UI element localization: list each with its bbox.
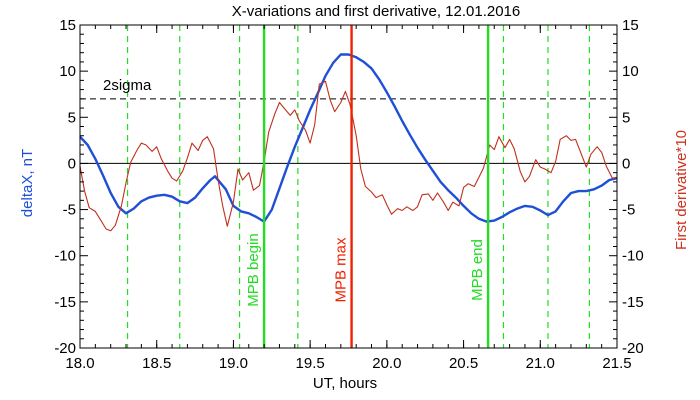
plot-area: 2sigma MPB begin MPB max MPB end 18.0 18.5 19.… bbox=[54, 17, 643, 372]
y-tick-label-left: -5 bbox=[63, 202, 76, 219]
x-axis-label: UT, hours bbox=[313, 375, 377, 392]
marker-label-2: MPB end bbox=[469, 239, 486, 301]
x-tick-label: 19.0 bbox=[219, 355, 248, 372]
y-tick-label-right: -20 bbox=[622, 340, 644, 357]
x-tick-label: 18.0 bbox=[65, 355, 94, 372]
y-tick-label-right: 15 bbox=[622, 17, 639, 34]
series-derivative-line bbox=[79, 80, 618, 232]
x-tick-label: 21.0 bbox=[526, 355, 555, 372]
x-tick-label: 20.0 bbox=[372, 355, 401, 372]
y-tick-label-right: -5 bbox=[622, 202, 635, 219]
x-tick-label: 19.5 bbox=[296, 355, 325, 372]
y-tick-label-left: -20 bbox=[54, 340, 76, 357]
y-tick-label-right: 5 bbox=[622, 109, 630, 126]
y-tick-label-right: -10 bbox=[622, 248, 644, 265]
y-axis-label-right: First derivative*10 bbox=[673, 130, 690, 250]
y-axis-label-left: deltaX, nT bbox=[19, 149, 36, 217]
marker-label-1: MPB max bbox=[333, 237, 350, 303]
x-tick-label: 21.5 bbox=[602, 355, 631, 372]
x-tick-label: 18.5 bbox=[142, 355, 171, 372]
marker-label-0: MPB begin bbox=[245, 233, 262, 306]
plot-frame bbox=[79, 24, 618, 349]
y-tick-label-left: 10 bbox=[59, 63, 76, 80]
y-tick-label-left: 5 bbox=[68, 109, 76, 126]
y-tick-label-left: 0 bbox=[68, 155, 76, 172]
y-tick-label-left: -15 bbox=[54, 294, 76, 311]
y-tick-label-right: -15 bbox=[622, 294, 644, 311]
series-deltax-line bbox=[79, 53, 618, 223]
y-tick-label-right: 10 bbox=[622, 63, 639, 80]
y-tick-label-left: 15 bbox=[59, 17, 76, 34]
y-tick-label-left: -10 bbox=[54, 248, 76, 265]
chart-title: X-variations and first derivative, 12.01… bbox=[232, 3, 521, 20]
threshold-label: 2sigma bbox=[103, 77, 152, 94]
x-tick-label: 20.5 bbox=[449, 355, 478, 372]
y-tick-label-right: 0 bbox=[622, 155, 630, 172]
